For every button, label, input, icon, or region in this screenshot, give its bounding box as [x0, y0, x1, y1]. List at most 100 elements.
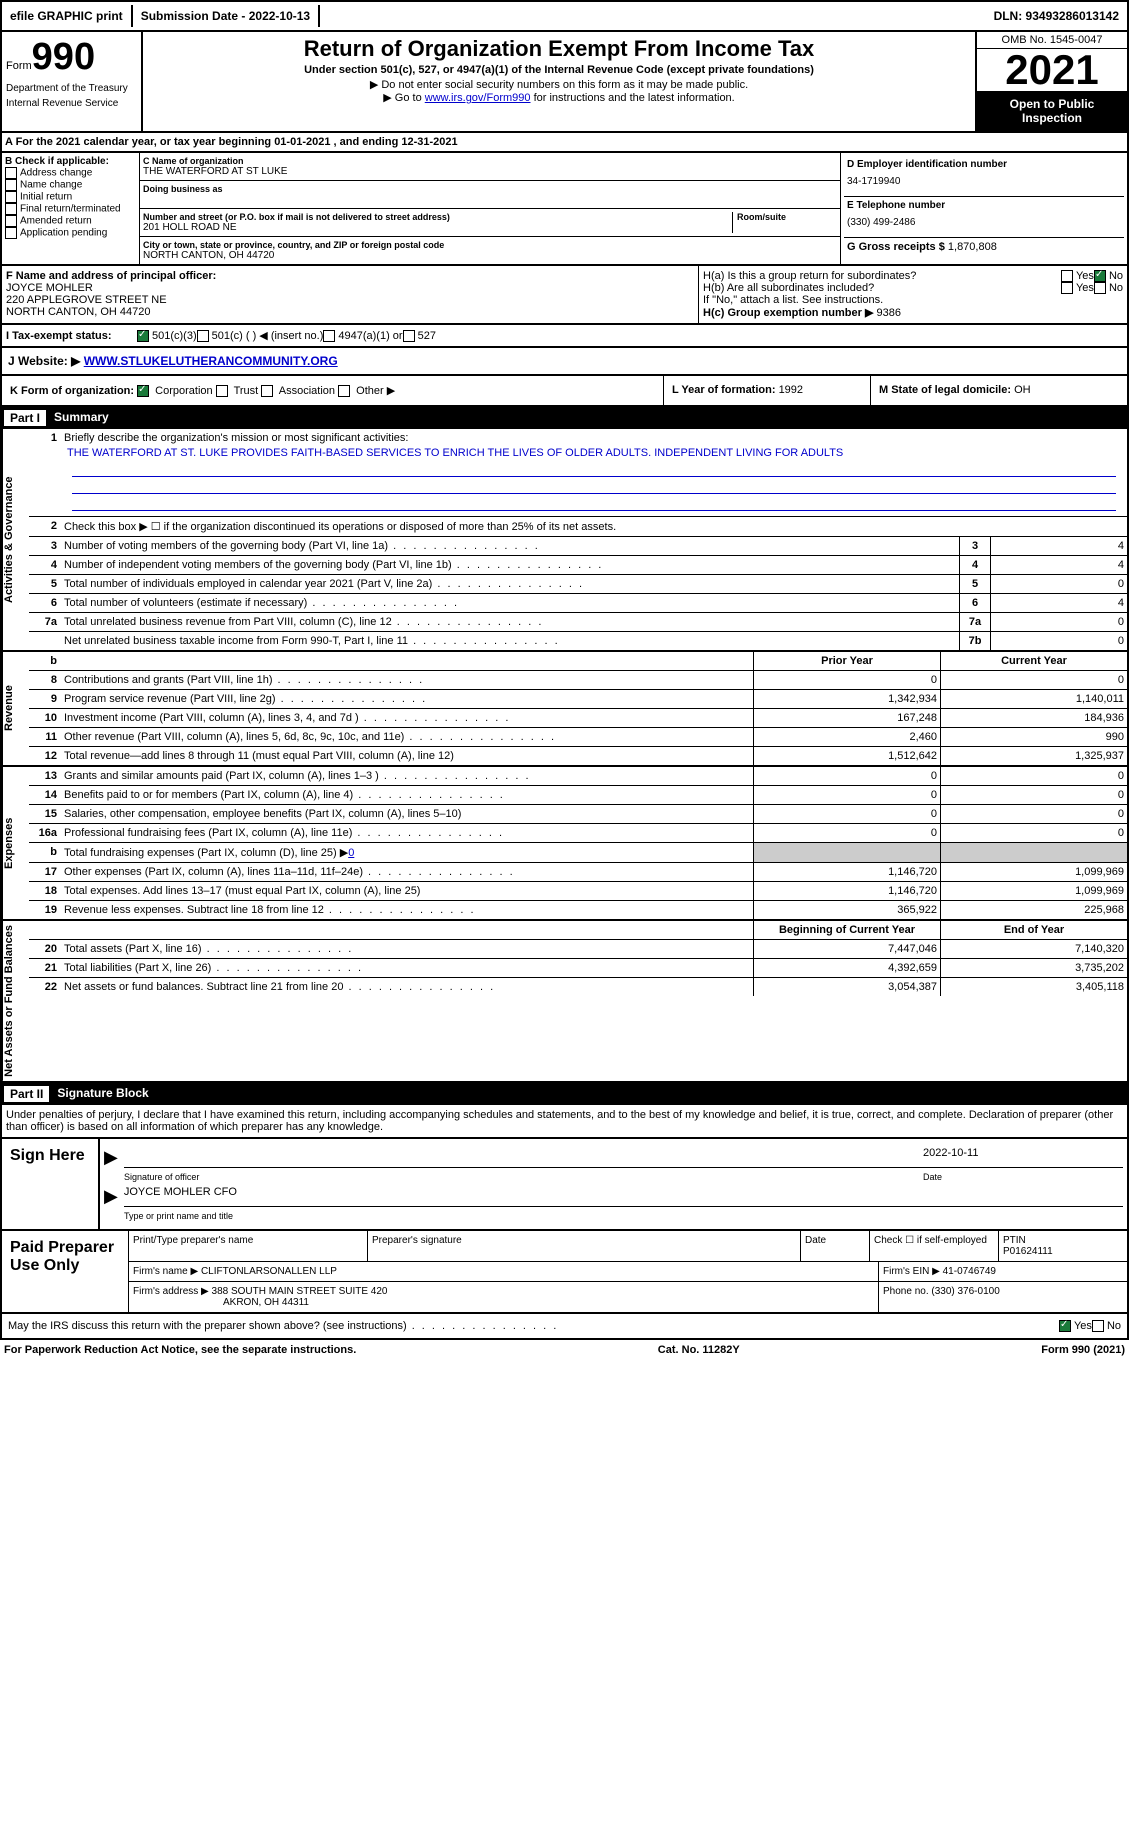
end-20: 7,140,320 [940, 940, 1127, 958]
checkbox-501c[interactable] [197, 330, 209, 342]
vert-label-activities: Activities & Governance [2, 429, 29, 650]
checkbox-initial-return[interactable] [5, 191, 17, 203]
prior-13: 0 [753, 767, 940, 785]
val-line4: 4 [990, 556, 1127, 574]
ha-no[interactable] [1094, 270, 1106, 282]
form-number: 990 [32, 36, 95, 78]
ein: 34-1719940 [847, 170, 1121, 193]
year-formation: 1992 [779, 384, 803, 396]
curr-14: 0 [940, 786, 1127, 804]
checkbox-association[interactable] [261, 385, 273, 397]
prior-11: 2,460 [753, 728, 940, 746]
checkbox-name-change[interactable] [5, 179, 17, 191]
officer-addr1: 220 APPLEGROVE STREET NE [6, 294, 694, 306]
paid-preparer-label: Paid Preparer Use Only [2, 1231, 129, 1312]
prior-10: 167,248 [753, 709, 940, 727]
curr-15: 0 [940, 805, 1127, 823]
prior-12: 1,512,642 [753, 747, 940, 765]
footer: For Paperwork Reduction Act Notice, see … [0, 1340, 1129, 1360]
begin-22: 3,054,387 [753, 978, 940, 996]
curr-13: 0 [940, 767, 1127, 785]
form-note-2: ▶ Go to www.irs.gov/Form990 for instruct… [147, 91, 971, 104]
mission-text: THE WATERFORD AT ST. LUKE PROVIDES FAITH… [64, 444, 1124, 462]
firm-addr1: 388 SOUTH MAIN STREET SUITE 420 [212, 1286, 388, 1297]
hb-no[interactable] [1094, 282, 1106, 294]
net-assets-section: Net Assets or Fund Balances Beginning of… [0, 921, 1129, 1083]
prior-18: 1,146,720 [753, 882, 940, 900]
form-990-footer: Form 990 (2021) [1041, 1344, 1125, 1356]
officer-addr2: NORTH CANTON, OH 44720 [6, 306, 694, 318]
curr-16a: 0 [940, 824, 1127, 842]
checkbox-amended[interactable] [5, 215, 17, 227]
paperwork-notice: For Paperwork Reduction Act Notice, see … [4, 1344, 356, 1356]
state-domicile: OH [1014, 384, 1031, 396]
curr-12: 1,325,937 [940, 747, 1127, 765]
prior-15: 0 [753, 805, 940, 823]
curr-8: 0 [940, 671, 1127, 689]
addr-label: Number and street (or P.O. box if mail i… [143, 212, 732, 222]
dept-treasury: Department of the Treasury [6, 83, 137, 94]
room-label: Room/suite [737, 212, 837, 222]
section-k-l-m: K Form of organization: Corporation Trus… [0, 376, 1129, 407]
checkbox-final-return[interactable] [5, 203, 17, 215]
ha-yes[interactable] [1061, 270, 1073, 282]
telephone: (330) 499-2486 [847, 211, 1121, 234]
hb-note: If "No," attach a list. See instructions… [703, 294, 1123, 306]
submission-date: Submission Date - 2022-10-13 [133, 5, 320, 27]
arrow-icon: ▶ [104, 1186, 118, 1207]
activities-governance: Activities & Governance 1Briefly describ… [0, 429, 1129, 652]
end-22: 3,405,118 [940, 978, 1127, 996]
prior-14: 0 [753, 786, 940, 804]
checkbox-corporation[interactable] [137, 385, 149, 397]
part-1-header: Part ISummary [0, 407, 1129, 429]
tax-year: 2021 [977, 49, 1127, 91]
begin-21: 4,392,659 [753, 959, 940, 977]
checkbox-501c3[interactable] [137, 330, 149, 342]
checkbox-trust[interactable] [216, 385, 228, 397]
hb-label: H(b) Are all subordinates included? [703, 282, 1061, 294]
checkbox-527[interactable] [403, 330, 415, 342]
prior-17: 1,146,720 [753, 863, 940, 881]
checkbox-pending[interactable] [5, 227, 17, 239]
calendar-year-line: A For the 2021 calendar year, or tax yea… [0, 133, 1129, 153]
prior-9: 1,342,934 [753, 690, 940, 708]
form-note-1: ▶ Do not enter social security numbers o… [147, 78, 971, 91]
dln: DLN: 93493286013142 [986, 5, 1127, 27]
firm-name: CLIFTONLARSONALLEN LLP [201, 1266, 337, 1277]
form-title: Return of Organization Exempt From Incom… [147, 36, 971, 62]
section-j: J Website: ▶ WWW.STLUKELUTHERANCOMMUNITY… [0, 348, 1129, 376]
curr-17: 1,099,969 [940, 863, 1127, 881]
hb-yes[interactable] [1061, 282, 1073, 294]
cat-no: Cat. No. 11282Y [658, 1344, 740, 1356]
irs-discuss-no[interactable] [1092, 1320, 1104, 1332]
val-line7b: 0 [990, 632, 1127, 650]
city-state-zip: NORTH CANTON, OH 44720 [143, 250, 837, 261]
ein-label: D Employer identification number [847, 159, 1121, 170]
paid-preparer-section: Paid Preparer Use Only Print/Type prepar… [0, 1231, 1129, 1314]
street-address: 201 HOLL ROAD NE [143, 222, 732, 233]
irs-discuss-row: May the IRS discuss this return with the… [0, 1314, 1129, 1340]
irs-discuss-yes[interactable] [1059, 1320, 1071, 1332]
checkbox-address-change[interactable] [5, 167, 17, 179]
val-line6: 4 [990, 594, 1127, 612]
fundraising-zero-link[interactable]: 0 [348, 847, 354, 859]
website-link[interactable]: WWW.STLUKELUTHERANCOMMUNITY.ORG [84, 354, 338, 368]
form-subtitle: Under section 501(c), 527, or 4947(a)(1)… [147, 64, 971, 76]
form-header: Form990 Department of the Treasury Inter… [0, 32, 1129, 133]
efile-print-button[interactable]: efile GRAPHIC print [2, 5, 133, 27]
prior-19: 365,922 [753, 901, 940, 919]
checkbox-other[interactable] [338, 385, 350, 397]
firm-ein: 41-0746749 [943, 1266, 996, 1277]
dba-label: Doing business as [143, 184, 837, 194]
firm-phone: (330) 376-0100 [931, 1286, 999, 1297]
gross-receipts: 1,870,808 [948, 241, 997, 253]
checkbox-4947[interactable] [323, 330, 335, 342]
part-2-header: Part IISignature Block [0, 1083, 1129, 1105]
curr-9: 1,140,011 [940, 690, 1127, 708]
irs-link[interactable]: www.irs.gov/Form990 [425, 92, 531, 104]
section-f-h: F Name and address of principal officer:… [0, 266, 1129, 325]
open-public: Open to Public Inspection [977, 91, 1127, 131]
org-name-label: C Name of organization [143, 156, 837, 166]
officer-name-title: JOYCE MOHLER CFO [124, 1186, 1123, 1207]
tel-label: E Telephone number [847, 200, 1121, 211]
